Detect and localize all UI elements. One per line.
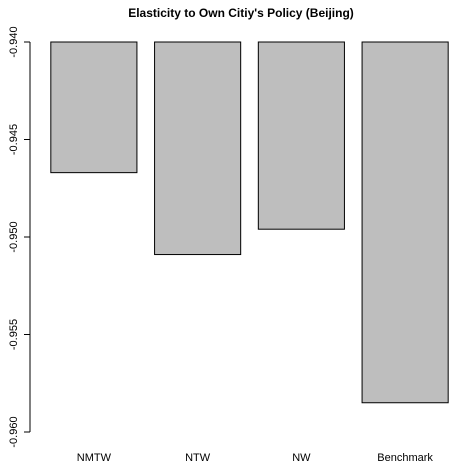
bar-nmtw (50, 41, 138, 174)
y-tick-label: -0.945 (8, 124, 20, 155)
bar-ntw (154, 41, 242, 256)
y-tick-label: -0.960 (8, 416, 20, 447)
x-axis-labels: NMTW NTW NW Benchmark (77, 452, 434, 464)
x-category-label: NW (292, 452, 311, 464)
y-tick-label: -0.940 (8, 26, 20, 57)
bar-benchmark (361, 41, 449, 404)
x-category-label: NTW (185, 452, 211, 464)
bars-layer (50, 41, 449, 404)
chart-title: Elasticity to Own Citiy's Policy (Beijin… (128, 6, 354, 20)
y-axis: -0.940 -0.945 -0.950 -0.955 -0.960 (8, 26, 31, 448)
y-tick-label: -0.955 (8, 319, 20, 350)
bar-nw (257, 41, 345, 230)
y-tick-label: -0.950 (8, 221, 20, 252)
x-category-label: NMTW (77, 452, 112, 464)
x-category-label: Benchmark (377, 452, 433, 464)
